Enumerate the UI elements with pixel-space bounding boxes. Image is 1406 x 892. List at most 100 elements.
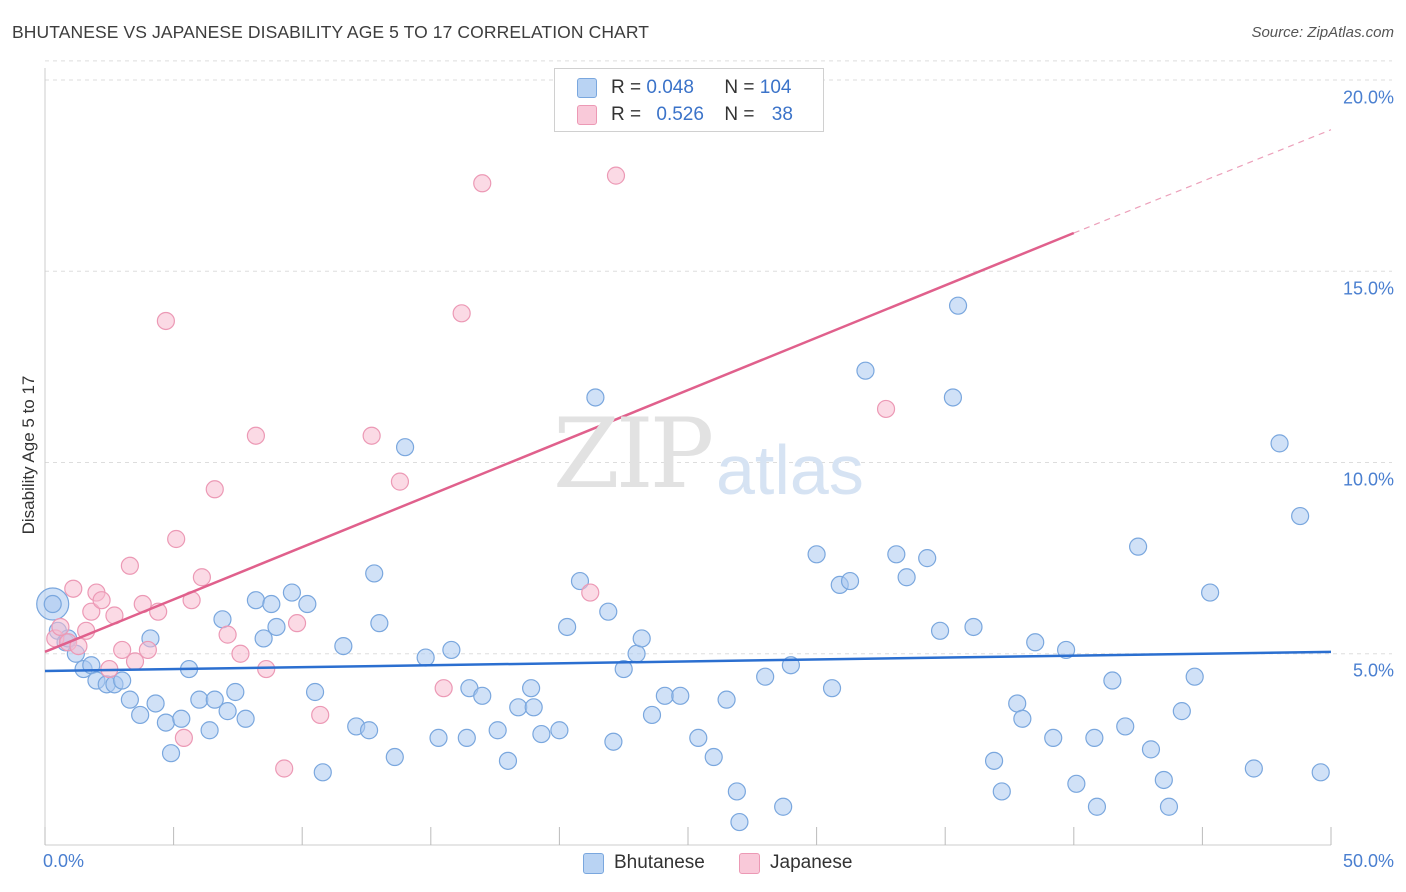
bhutanese-point bbox=[887, 545, 906, 564]
x-tick-label-min: 0.0% bbox=[43, 851, 85, 871]
bhutanese-point bbox=[1311, 763, 1330, 782]
bhutanese-point bbox=[727, 782, 746, 801]
bhutanese-point bbox=[532, 724, 551, 744]
bhutanese-point bbox=[113, 671, 132, 690]
y-axis-label: Disability Age 5 to 17 bbox=[19, 375, 38, 535]
japanese-point bbox=[390, 472, 410, 491]
bhutanese-point bbox=[172, 709, 191, 728]
bottom-legend-bhutanese: Bhutanese bbox=[583, 852, 705, 874]
bhutanese-point bbox=[1067, 774, 1086, 793]
bhutanese-point bbox=[457, 728, 476, 748]
r-value: 0.526 bbox=[656, 104, 704, 125]
bhutanese-points bbox=[36, 296, 1330, 832]
bhutanese-point bbox=[930, 621, 950, 640]
japanese-point bbox=[156, 311, 175, 331]
bhutanese-point bbox=[218, 702, 237, 721]
bhutanese-point bbox=[1141, 740, 1161, 759]
bhutanese-point bbox=[984, 751, 1004, 770]
watermark-zip: ZIP bbox=[553, 398, 714, 510]
japanese-point bbox=[174, 728, 193, 748]
bhutanese-point bbox=[918, 549, 937, 568]
japanese-point bbox=[64, 579, 83, 598]
bhutanese-point bbox=[156, 713, 175, 732]
bhutanese-point bbox=[498, 751, 518, 770]
r-value: 0.048 bbox=[646, 77, 694, 98]
bhutanese-point bbox=[1159, 797, 1179, 816]
bhutanese-point bbox=[604, 732, 623, 751]
bhutanese-point bbox=[146, 694, 165, 713]
bhutanese-point bbox=[599, 602, 618, 621]
japanese-point bbox=[51, 617, 70, 637]
bhutanese-point bbox=[205, 690, 224, 709]
japanese-point bbox=[218, 625, 237, 644]
legend-row-japanese: R = 0.526 N = 38 bbox=[577, 104, 793, 126]
bhutanese-point bbox=[717, 690, 736, 709]
bhutanese-point bbox=[488, 721, 507, 740]
bhutanese-point bbox=[856, 361, 875, 380]
bhutanese-point bbox=[614, 659, 633, 679]
bhutanese-point bbox=[948, 296, 968, 315]
axes bbox=[44, 68, 1332, 846]
bhutanese-point bbox=[632, 629, 651, 648]
japanese-point bbox=[231, 644, 250, 663]
y-tick-label-5: 5.0% bbox=[1352, 660, 1394, 681]
bhutanese-point bbox=[897, 568, 916, 587]
bhutanese-point bbox=[689, 728, 708, 748]
bhutanese-point bbox=[1026, 633, 1045, 652]
japanese-trend-line bbox=[44, 231, 1075, 653]
bhutanese-point bbox=[1291, 506, 1310, 526]
japanese-point bbox=[92, 591, 111, 610]
bhutanese-point bbox=[267, 617, 286, 637]
n-value: 38 bbox=[771, 104, 793, 125]
bhutanese-point bbox=[570, 571, 590, 591]
bhutanese-point bbox=[120, 690, 139, 709]
bhutanese-point bbox=[550, 721, 569, 740]
japanese-point bbox=[167, 529, 186, 549]
japanese-point bbox=[452, 304, 471, 323]
bhutanese-point bbox=[370, 614, 389, 633]
bhutanese-point bbox=[1056, 640, 1076, 660]
bhutanese-point bbox=[1270, 434, 1289, 453]
bhutanese-point bbox=[246, 591, 266, 610]
bhutanese-point bbox=[558, 617, 577, 637]
bhutanese-point bbox=[1154, 770, 1173, 790]
bhutanese-point bbox=[385, 747, 404, 767]
y-tick-label-20: 20.0% bbox=[1342, 87, 1394, 108]
bhutanese-trend-line bbox=[44, 650, 1332, 673]
bhutanese-point bbox=[190, 690, 209, 709]
bhutanese-point bbox=[943, 388, 963, 407]
bhutanese-point bbox=[262, 594, 281, 614]
y-tick-label-10: 10.0% bbox=[1342, 469, 1394, 490]
bhutanese-point bbox=[704, 747, 723, 767]
japanese-point bbox=[113, 640, 132, 660]
chart-title: BHUTANESE VS JAPANESE DISABILITY AGE 5 T… bbox=[12, 22, 650, 42]
bhutanese-point bbox=[161, 744, 181, 763]
bhutanese-point bbox=[671, 686, 690, 705]
n-label: N = bbox=[724, 104, 755, 125]
bhutanese-point bbox=[213, 610, 232, 629]
bhutanese-point bbox=[226, 682, 245, 702]
bottom-legend-label: Bhutanese bbox=[614, 852, 705, 873]
japanese-point bbox=[434, 679, 453, 698]
watermark-atlas: atlas bbox=[716, 431, 864, 509]
bhutanese-point bbox=[365, 564, 384, 583]
bhutanese-point bbox=[964, 617, 983, 637]
japanese-point bbox=[120, 556, 139, 575]
bhutanese-point bbox=[282, 583, 302, 602]
grid-lines bbox=[45, 60, 1392, 655]
n-label: N = bbox=[724, 77, 755, 98]
bhutanese-point bbox=[524, 698, 543, 717]
bhutanese-point bbox=[298, 594, 317, 614]
trend-lines bbox=[44, 129, 1332, 673]
japanese-point bbox=[205, 480, 224, 499]
bhutanese-point bbox=[1128, 537, 1148, 556]
japanese-trend-extension bbox=[1073, 129, 1332, 234]
bhutanese-point bbox=[1172, 702, 1191, 721]
bhutanese-point bbox=[586, 388, 605, 407]
r-label: R = bbox=[611, 77, 642, 98]
bhutanese-point bbox=[200, 721, 219, 740]
bhutanese-point bbox=[1085, 728, 1104, 748]
japanese-points bbox=[46, 166, 896, 778]
bhutanese-point bbox=[1008, 694, 1027, 713]
